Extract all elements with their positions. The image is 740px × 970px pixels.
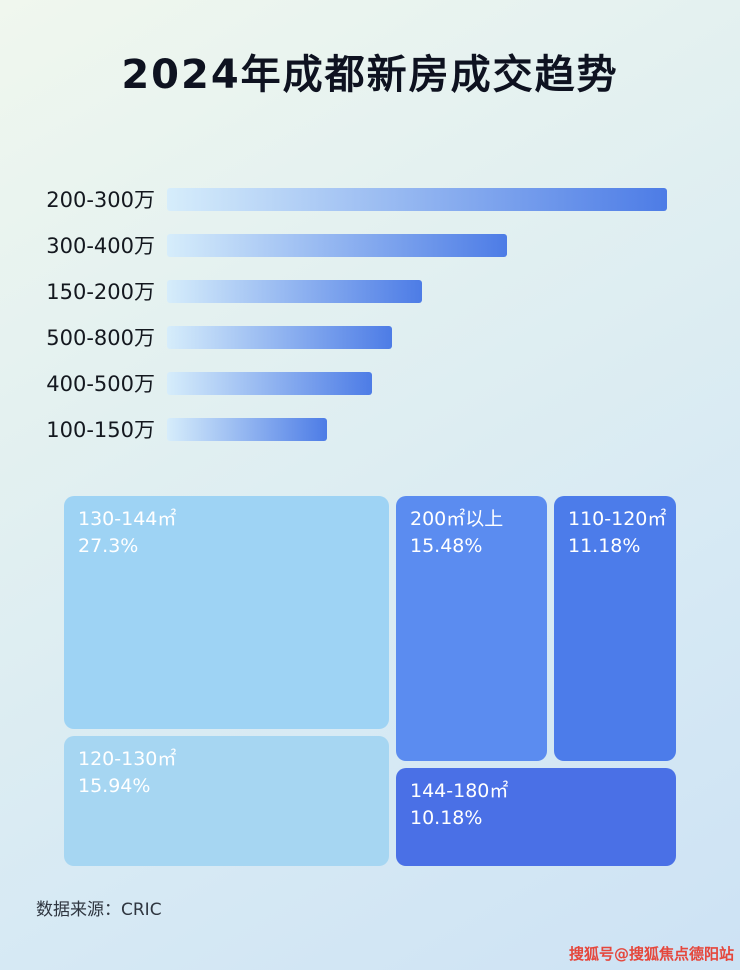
- bar-row: 150-200万: [37, 268, 667, 314]
- bar-track: [167, 187, 667, 211]
- bar-track: [167, 371, 667, 395]
- bar-category-label: 100-150万: [46, 418, 155, 442]
- treemap-cell-value: 11.18%: [568, 534, 641, 557]
- bar-fill: [167, 279, 422, 303]
- treemap-cell-value: 27.3%: [78, 534, 139, 557]
- treemap-cell: 200㎡以上 15.48%: [396, 496, 547, 761]
- bar-category-label: 400-500万: [46, 372, 155, 396]
- treemap-cell-value: 10.18%: [410, 806, 483, 829]
- watermark: 搜狐号@搜狐焦点德阳站: [568, 945, 734, 963]
- bar-track: [167, 325, 667, 349]
- bar-row: 300-400万: [37, 222, 667, 268]
- page-title: 2024年成都新房成交趋势: [121, 52, 619, 98]
- bar-track: [167, 417, 667, 441]
- bar-category-label: 500-800万: [46, 326, 155, 350]
- treemap-cell-label: 130-144㎡: [78, 508, 177, 530]
- treemap-cell-label: 120-130㎡: [78, 748, 177, 770]
- price-bar-chart: 200-300万 300-400万 150-200万 500-800万 400-500万…: [37, 176, 667, 452]
- bar-row: 200-300万: [37, 176, 667, 222]
- treemap-cell-label: 144-180㎡: [410, 780, 509, 802]
- treemap-cell: 144-180㎡ 10.18%: [396, 768, 676, 866]
- bar-track: [167, 233, 667, 257]
- treemap-cell: 110-120㎡ 11.18%: [554, 496, 676, 761]
- bar-row: 500-800万: [37, 314, 667, 360]
- bar-category-label: 200-300万: [46, 188, 155, 212]
- treemap-cell-label: 200㎡以上: [410, 508, 504, 530]
- bar-fill: [167, 325, 392, 349]
- treemap-cell-value: 15.48%: [410, 534, 483, 557]
- bar-category-label: 300-400万: [46, 234, 155, 258]
- data-source-label: 数据来源：CRIC: [36, 900, 162, 920]
- bar-track: [167, 279, 667, 303]
- bar-fill: [167, 371, 372, 395]
- bar-row: 400-500万: [37, 360, 667, 406]
- area-treemap: 130-144㎡ 27.3% 120-130㎡ 15.94% 200㎡以上 15.48% 1…: [64, 496, 676, 866]
- bar-fill: [167, 187, 667, 211]
- bar-fill: [167, 233, 507, 257]
- treemap-cell-value: 15.94%: [78, 774, 151, 797]
- bar-row: 100-150万: [37, 406, 667, 452]
- treemap-cell-label: 110-120㎡: [568, 508, 667, 530]
- bar-fill: [167, 417, 327, 441]
- treemap-cell: 120-130㎡ 15.94%: [64, 736, 389, 866]
- treemap-cell: 130-144㎡ 27.3%: [64, 496, 389, 729]
- bar-category-label: 150-200万: [46, 280, 155, 304]
